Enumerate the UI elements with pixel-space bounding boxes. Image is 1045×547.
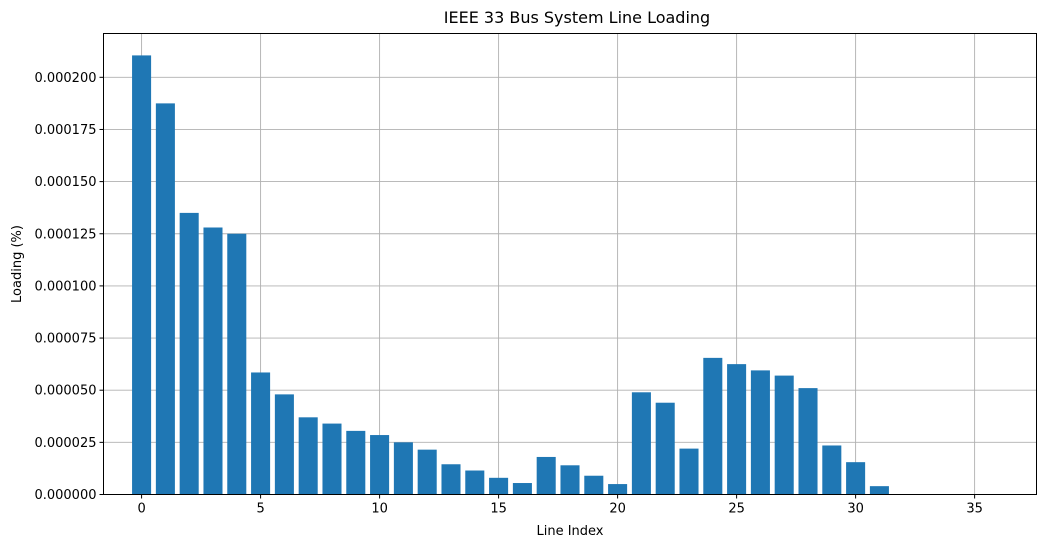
bar-line-8	[322, 423, 342, 495]
y-axis-ticks: 0.000000 0.000025 0.000050 0.000075 0.000100…	[34, 71, 104, 503]
x-axis-ticks: 0 5 10 15 20 25 30 35	[137, 494, 983, 517]
bar-line-5	[251, 372, 271, 495]
x-tick-label: 25	[728, 502, 745, 517]
bar-line-9	[346, 430, 366, 495]
bar-line-6	[274, 394, 294, 495]
y-tick-label: 0.000125	[34, 227, 96, 242]
bar-line-16	[512, 483, 532, 495]
x-tick-label: 35	[966, 502, 983, 517]
chart-title: IEEE 33 Bus System Line Loading	[444, 8, 710, 27]
bar-line-10	[370, 435, 390, 495]
bar-line-25	[727, 364, 747, 495]
x-tick-label: 30	[847, 502, 864, 517]
plot-frame	[103, 33, 1037, 495]
x-tick-label: 20	[609, 502, 626, 517]
bar-line-26	[750, 370, 770, 495]
y-tick-label: 0.000000	[34, 488, 96, 503]
bar-line-24	[703, 357, 723, 495]
x-tick-label: 15	[490, 502, 507, 517]
bar-line-28	[798, 388, 818, 495]
bar-line-2	[179, 212, 199, 495]
x-tick-label: 5	[256, 502, 264, 517]
y-tick-label: 0.000075	[34, 332, 96, 347]
bar-line-29	[822, 445, 842, 495]
bar-line-11	[393, 442, 413, 495]
bar-line-22	[655, 402, 675, 495]
bars	[132, 55, 889, 495]
y-tick-label: 0.000200	[34, 71, 96, 86]
bar-line-0	[132, 55, 152, 495]
bar-line-4	[227, 233, 247, 495]
bar-line-1	[155, 103, 175, 495]
y-tick-label: 0.000175	[34, 123, 96, 138]
bar-line-30	[846, 462, 866, 495]
y-tick-label: 0.000100	[34, 279, 96, 294]
x-tick-label: 10	[371, 502, 388, 517]
bar-line-19	[584, 475, 604, 495]
bar-line-18	[560, 465, 580, 495]
x-axis-label: Line Index	[536, 524, 603, 539]
bar-line-7	[298, 417, 318, 495]
x-tick-label: 0	[137, 502, 145, 517]
y-axis-label: Loading (%)	[10, 225, 25, 303]
y-tick-label: 0.000150	[34, 175, 96, 190]
bar-line-15	[489, 477, 509, 495]
bar-line-20	[608, 484, 628, 495]
y-tick-label: 0.000050	[34, 384, 96, 399]
bar-line-12	[417, 449, 437, 495]
bar-line-23	[679, 448, 699, 495]
bar-line-14	[465, 470, 485, 495]
bar-line-17	[536, 456, 556, 495]
bar-line-27	[774, 375, 794, 495]
bar-line-3	[203, 227, 223, 495]
bar-line-21	[631, 392, 651, 495]
bar-line-31	[869, 486, 889, 495]
bar-line-13	[441, 464, 461, 495]
y-tick-label: 0.000025	[34, 436, 96, 451]
